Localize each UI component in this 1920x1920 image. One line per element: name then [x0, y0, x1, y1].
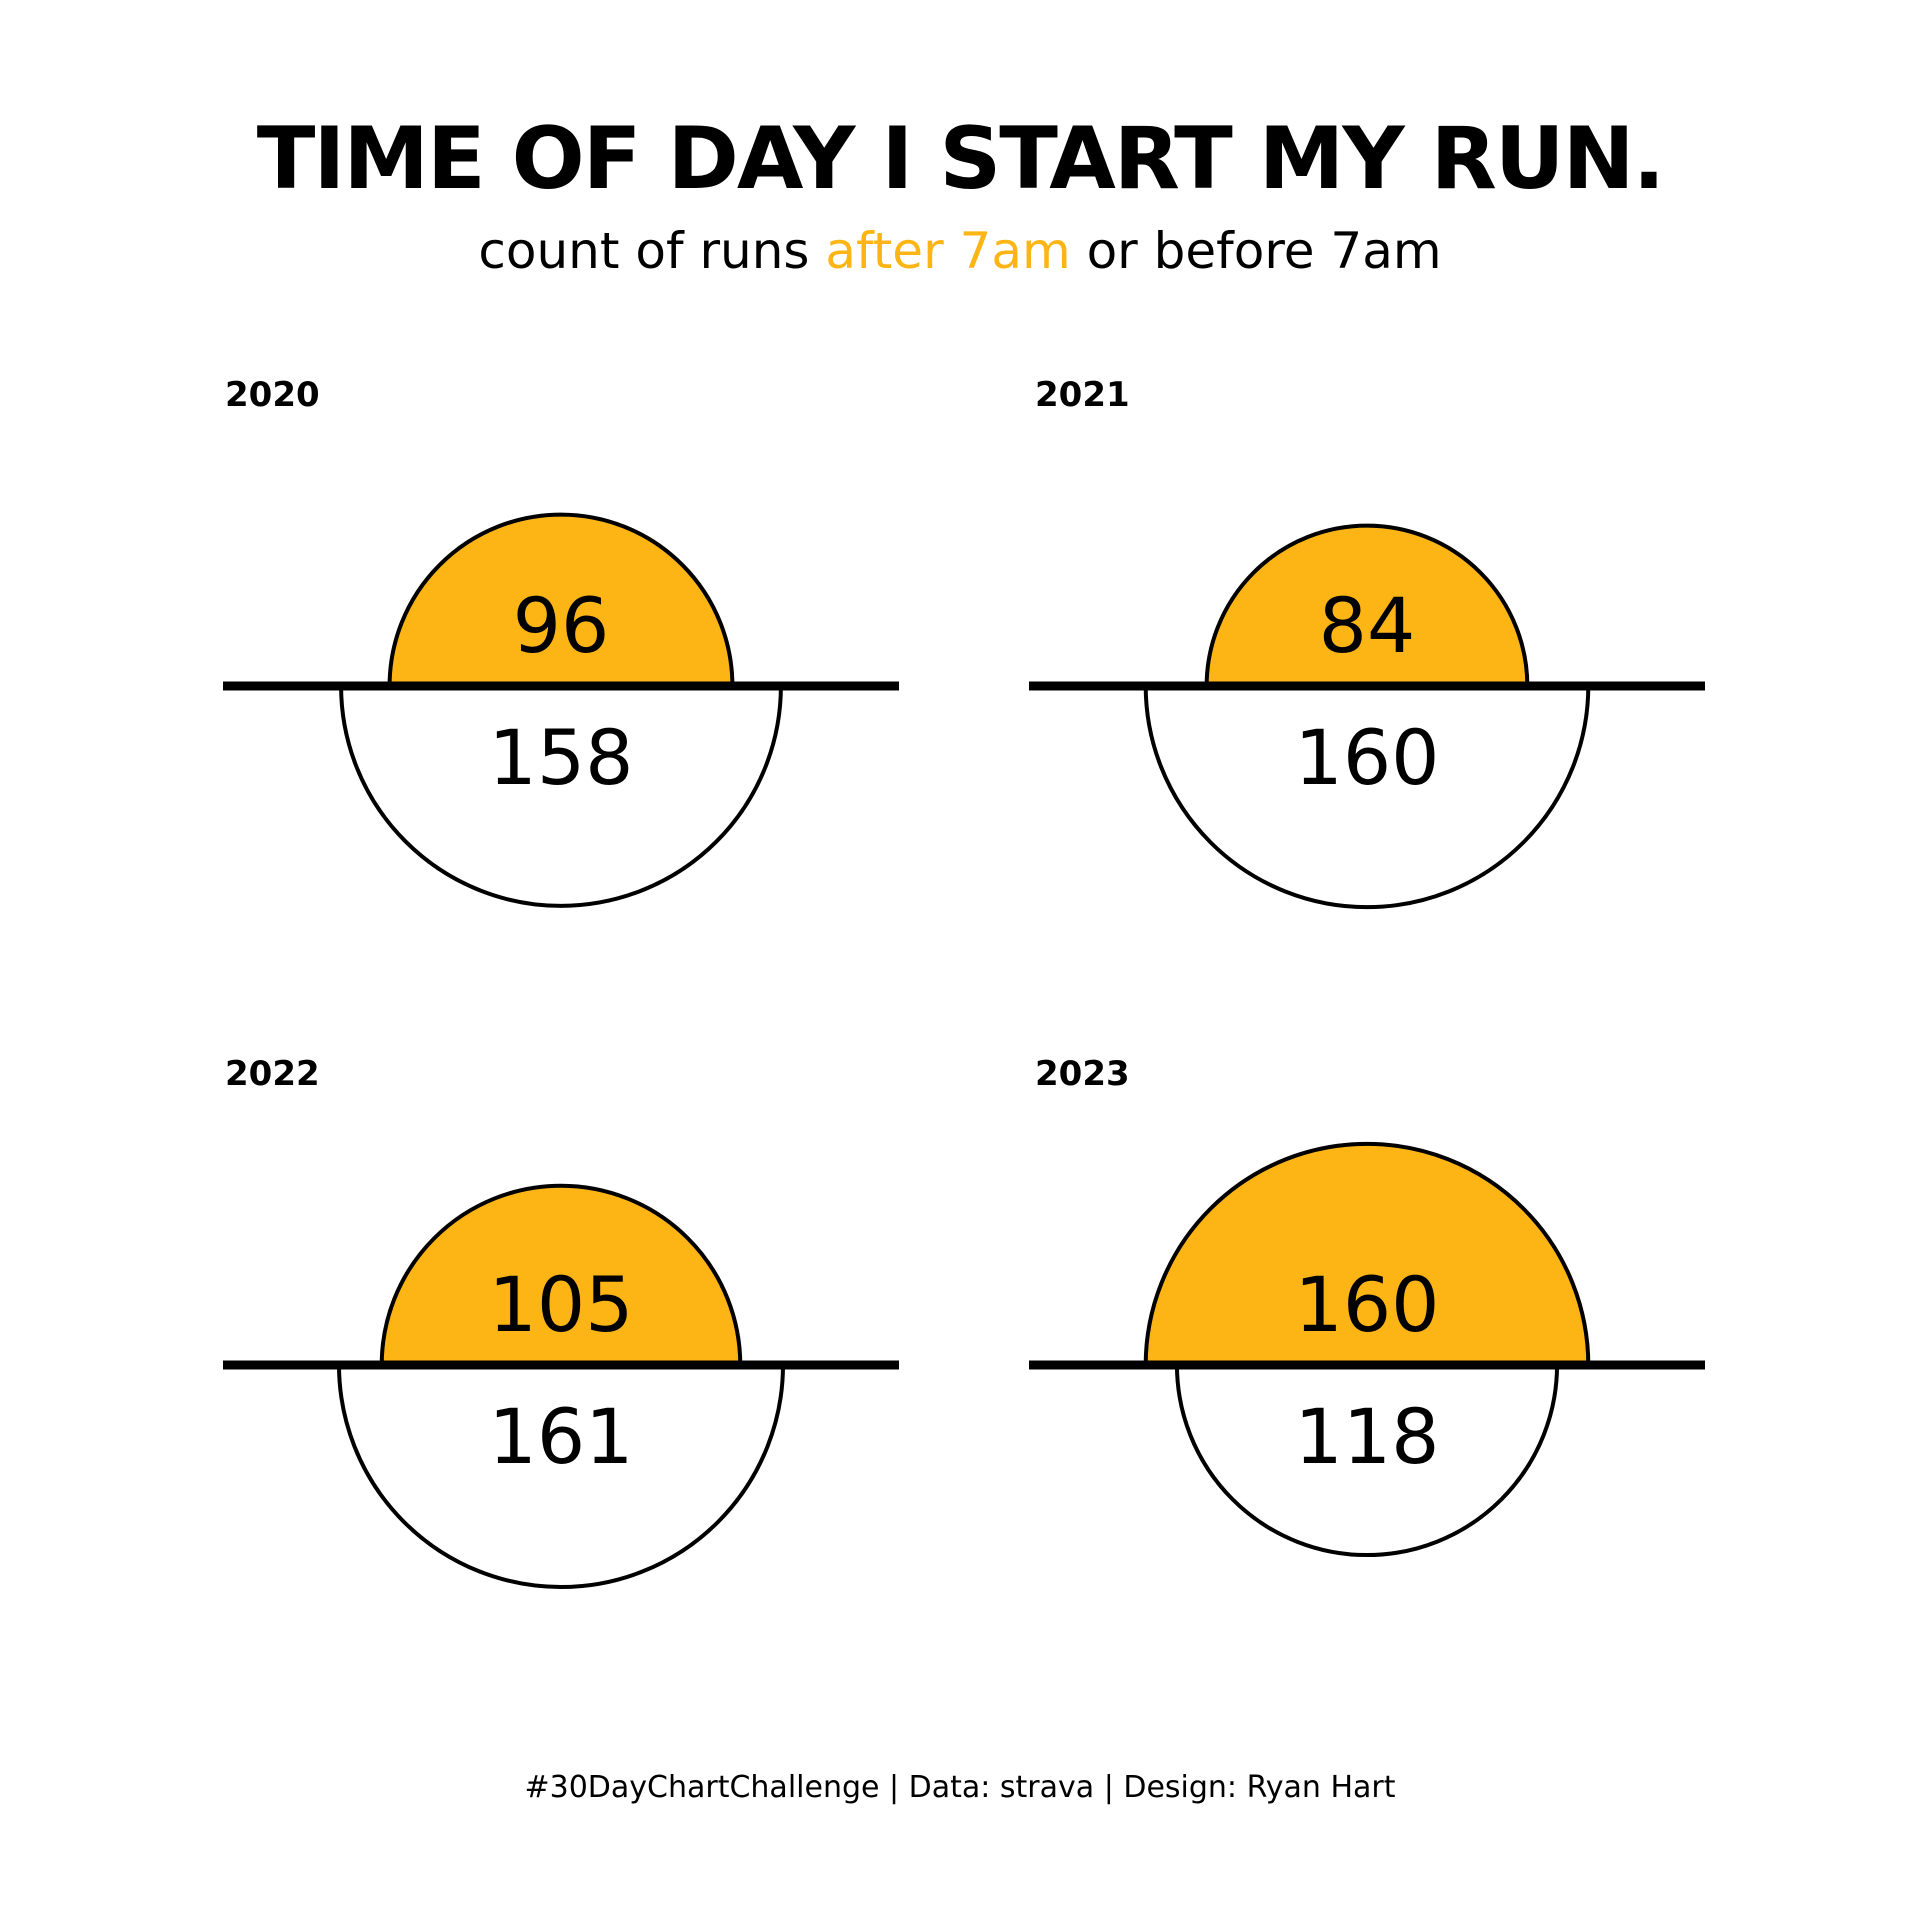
before-7am-value-2022: 161 [488, 1392, 633, 1481]
after-7am-semicircle-2021 [1207, 526, 1528, 686]
chart-panels: 2020 96 158 2021 84 160 2022 105 161 2023 160 118 [223, 375, 1705, 1589]
subtitle-highlight: after 7am [825, 222, 1070, 280]
after-7am-semicircle-2022 [379, 1183, 743, 1367]
subtitle-prefix: count of runs [478, 222, 825, 280]
before-7am-value-2023: 118 [1294, 1392, 1439, 1481]
before-7am-value-2021: 160 [1294, 713, 1439, 802]
chart-subtitle: count of runs after 7am or before 7am [478, 222, 1441, 280]
before-7am-value-2020: 158 [488, 713, 633, 802]
subtitle-suffix: or before 7am [1071, 222, 1442, 280]
before-7am-semicircle-2021 [1143, 684, 1591, 910]
after-7am-semicircle-2023 [1143, 1141, 1591, 1367]
after-7am-value-2022: 105 [488, 1260, 633, 1349]
chart-title: TIME OF DAY I START MY RUN. [257, 109, 1664, 209]
year-label-2020: 2020 [225, 375, 320, 415]
after-7am-value-2021: 84 [1319, 581, 1416, 670]
after-7am-semicircle-2020 [387, 512, 735, 688]
after-7am-value-2023: 160 [1294, 1260, 1439, 1349]
year-label-2023: 2023 [1035, 1054, 1130, 1094]
year-label-2021: 2021 [1035, 375, 1130, 415]
after-7am-value-2020: 96 [513, 581, 610, 670]
year-label-2022: 2022 [225, 1054, 320, 1094]
chart-caption: #30DayChartChallenge | Data: strava | De… [524, 1770, 1395, 1805]
before-7am-semicircle-2022 [336, 1363, 786, 1589]
before-7am-semicircle-2020 [339, 684, 783, 908]
before-7am-semicircle-2023 [1174, 1363, 1560, 1558]
